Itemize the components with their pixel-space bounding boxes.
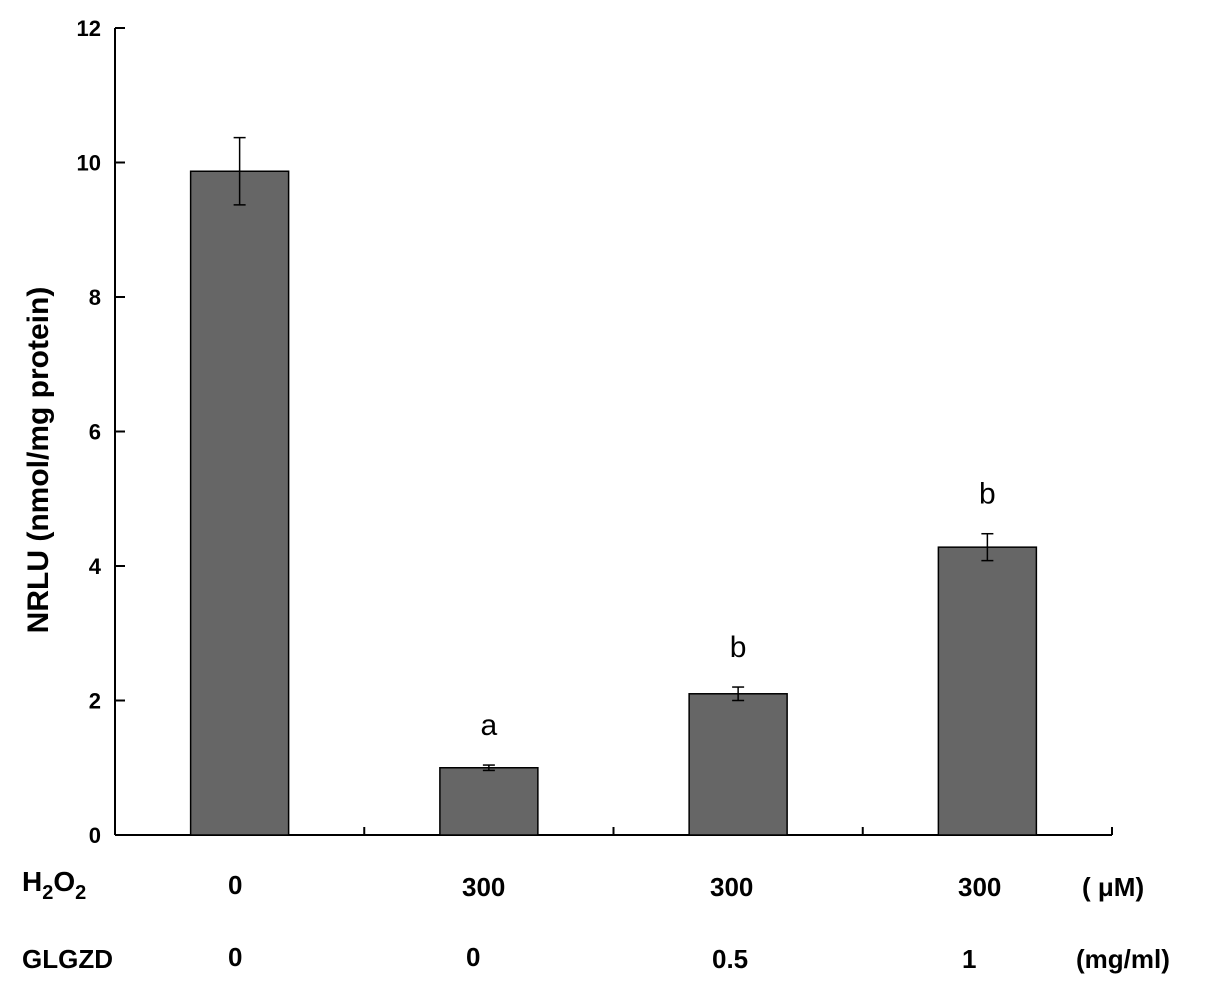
- bar-1: [189, 170, 290, 836]
- h2o2-value-1: 0: [228, 870, 243, 900]
- h2o2-label-o: O: [53, 866, 76, 897]
- h2o2-row-label: H2O2: [22, 866, 86, 905]
- glgzd-value-2: 0: [466, 942, 481, 972]
- h2o2-value-2: 300: [462, 872, 506, 902]
- error-bars: [233, 136, 994, 772]
- y-axis: 0 2 4 6 8 10 12: [77, 16, 125, 848]
- y-tick-label: 12: [77, 16, 101, 41]
- bars: [189, 170, 1038, 836]
- h2o2-value-4: 300: [958, 872, 1002, 902]
- h2o2-unit: ( μM): [1082, 872, 1145, 902]
- significance-label-4: b: [979, 478, 996, 511]
- y-tick-label: 0: [89, 823, 101, 848]
- h2o2-label-sub1: 2: [42, 882, 54, 904]
- glgzd-value-4: 1: [962, 944, 977, 974]
- y-tick-label: 4: [89, 554, 102, 579]
- bar-2: [439, 767, 539, 836]
- bar-3: [688, 693, 788, 836]
- h2o2-value-3: 300: [710, 872, 754, 902]
- significance-labels: a b b: [481, 478, 996, 742]
- glgzd-row-label: GLGZD: [22, 944, 113, 974]
- h2o2-label-sub2: 2: [75, 882, 87, 904]
- y-tick-label: 10: [77, 151, 101, 176]
- y-axis-label: NRLU (nmol/mg protein): [22, 287, 55, 634]
- y-tick-label: 8: [89, 285, 101, 310]
- h2o2-label-h: H: [22, 866, 43, 897]
- glgzd-value-1: 0: [228, 942, 243, 972]
- glgzd-value-3: 0.5: [712, 944, 749, 974]
- significance-label-3: b: [730, 631, 747, 664]
- significance-label-2: a: [481, 709, 498, 742]
- bar-4: [937, 546, 1038, 836]
- y-tick-label: 6: [89, 420, 101, 445]
- glgzd-unit: (mg/ml): [1076, 944, 1170, 974]
- y-tick-label: 2: [89, 689, 101, 714]
